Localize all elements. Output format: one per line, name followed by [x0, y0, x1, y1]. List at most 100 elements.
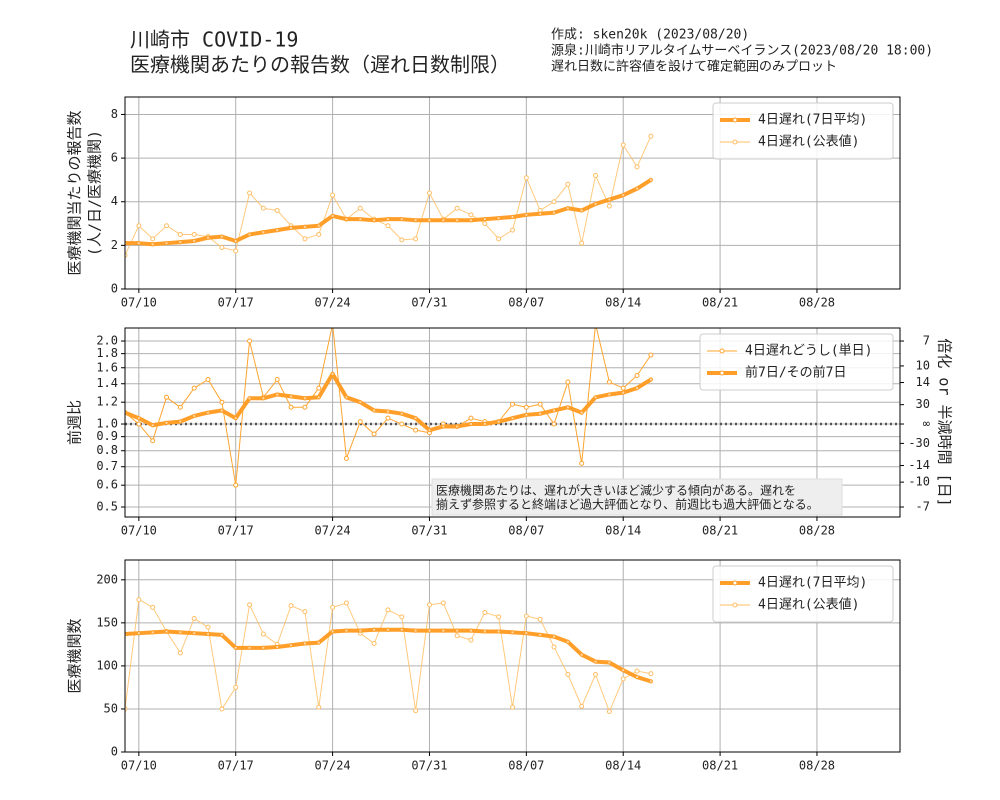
series-marker — [593, 395, 598, 400]
series-marker — [302, 224, 308, 229]
series-marker — [510, 416, 515, 421]
y2-tick-label: -7 — [916, 500, 930, 514]
series-marker — [371, 641, 377, 647]
axes-frame — [124, 327, 901, 518]
y-tick-label: 50 — [104, 701, 118, 715]
series-marker — [247, 338, 253, 344]
series-marker — [579, 460, 585, 466]
x-tick-label: 08/28 — [799, 296, 835, 310]
series-line — [125, 178, 652, 247]
series-marker — [219, 706, 225, 712]
x-tick-label: 08/21 — [702, 759, 738, 773]
note: 源泉:川崎市リアルタイムサーベイランス(2023/08/20 18:00) — [551, 43, 933, 59]
legend-box — [712, 565, 894, 623]
y-tick-label: 1.4 — [96, 376, 118, 390]
series-marker — [399, 411, 404, 416]
series-marker — [177, 650, 183, 656]
series-marker — [399, 237, 405, 243]
x-tick-label: 07/10 — [121, 524, 157, 538]
series-marker — [648, 671, 654, 677]
legend-label: 4日遅れ(7日平均) — [758, 113, 867, 128]
series-marker — [538, 411, 543, 416]
series-marker — [482, 221, 488, 227]
panel: 07/10 07/17 07/24 07/31 08/07 08/14 08/21 08/28… — [66, 327, 954, 538]
series-marker — [496, 614, 502, 620]
legend-label: 4日遅れどうし(単日) — [745, 343, 872, 359]
series-marker — [524, 412, 529, 417]
series-marker — [205, 631, 211, 637]
series-marker — [191, 616, 197, 622]
series-marker — [468, 637, 474, 643]
series-marker — [288, 404, 294, 410]
series-marker — [565, 405, 570, 410]
legend-swatch-marker — [719, 348, 725, 354]
series-marker — [413, 628, 418, 633]
series-marker — [233, 645, 238, 650]
series-marker — [538, 632, 543, 638]
series-marker — [413, 416, 418, 421]
series-marker — [551, 421, 557, 427]
series-marker — [551, 210, 557, 215]
y-tick-label: 100 — [96, 658, 118, 672]
y-tick-label: 8 — [111, 107, 118, 121]
x-tick-label: 07/10 — [121, 759, 157, 773]
plot — [125, 133, 654, 258]
series-marker — [233, 238, 238, 244]
series-marker — [136, 597, 142, 603]
y2-tick-label: 30 — [916, 397, 930, 411]
series-marker — [482, 421, 487, 427]
series-line — [125, 627, 652, 684]
series-marker — [316, 640, 321, 645]
series-marker — [606, 709, 612, 715]
series-marker — [454, 633, 460, 639]
series-marker — [261, 396, 266, 401]
x-tick-label: 07/24 — [315, 759, 351, 773]
panel: 07/10 07/17 07/24 07/31 08/07 08/14 08/21 08/28… — [66, 559, 901, 773]
series-marker — [468, 415, 474, 421]
series-marker — [634, 186, 640, 191]
series-marker — [219, 632, 224, 638]
series-marker — [288, 225, 294, 231]
y-tick-label: 2 — [111, 238, 118, 252]
x-tick-label: 08/28 — [799, 759, 835, 773]
series-marker — [399, 217, 404, 222]
x-tick-label: 08/21 — [702, 524, 738, 538]
series-marker — [358, 217, 363, 222]
series-marker — [164, 394, 170, 400]
series-marker — [551, 408, 557, 413]
series-marker — [634, 674, 640, 680]
series-marker — [413, 218, 418, 223]
series-marker — [302, 609, 308, 615]
series-marker — [260, 205, 266, 211]
legend-swatch-marker — [732, 117, 738, 123]
y-tick-label: 0 — [111, 745, 118, 759]
series-marker — [607, 660, 612, 665]
series-marker — [136, 421, 142, 427]
series-marker — [344, 217, 349, 222]
series-marker — [551, 634, 557, 639]
y-tick-label: 0.9 — [96, 429, 118, 443]
series-marker — [205, 235, 211, 240]
x-tick-label: 07/17 — [218, 296, 254, 310]
axes-frame — [124, 96, 901, 290]
series-marker — [538, 211, 543, 216]
series-marker — [247, 190, 253, 196]
series-marker — [579, 652, 584, 657]
series-marker — [523, 613, 529, 619]
series-marker — [164, 420, 169, 425]
y-tick-label: 1.0 — [96, 417, 118, 431]
y-tick-label: 2.0 — [96, 334, 118, 348]
series-marker — [275, 227, 280, 233]
y2-tick-label: -14 — [908, 458, 930, 472]
series-marker — [316, 223, 321, 228]
series-marker — [413, 236, 419, 242]
annotation: 医療機関あたりは、遅れが大きいほど減少する傾向がある。遅れを — [436, 483, 796, 498]
x-tick-label: 08/28 — [799, 524, 835, 538]
series-marker — [441, 424, 446, 429]
series-marker — [565, 639, 570, 644]
series-marker — [579, 703, 585, 709]
series-marker — [316, 231, 322, 237]
series-marker — [150, 630, 155, 635]
series-marker — [192, 631, 197, 636]
series-marker — [330, 629, 335, 634]
